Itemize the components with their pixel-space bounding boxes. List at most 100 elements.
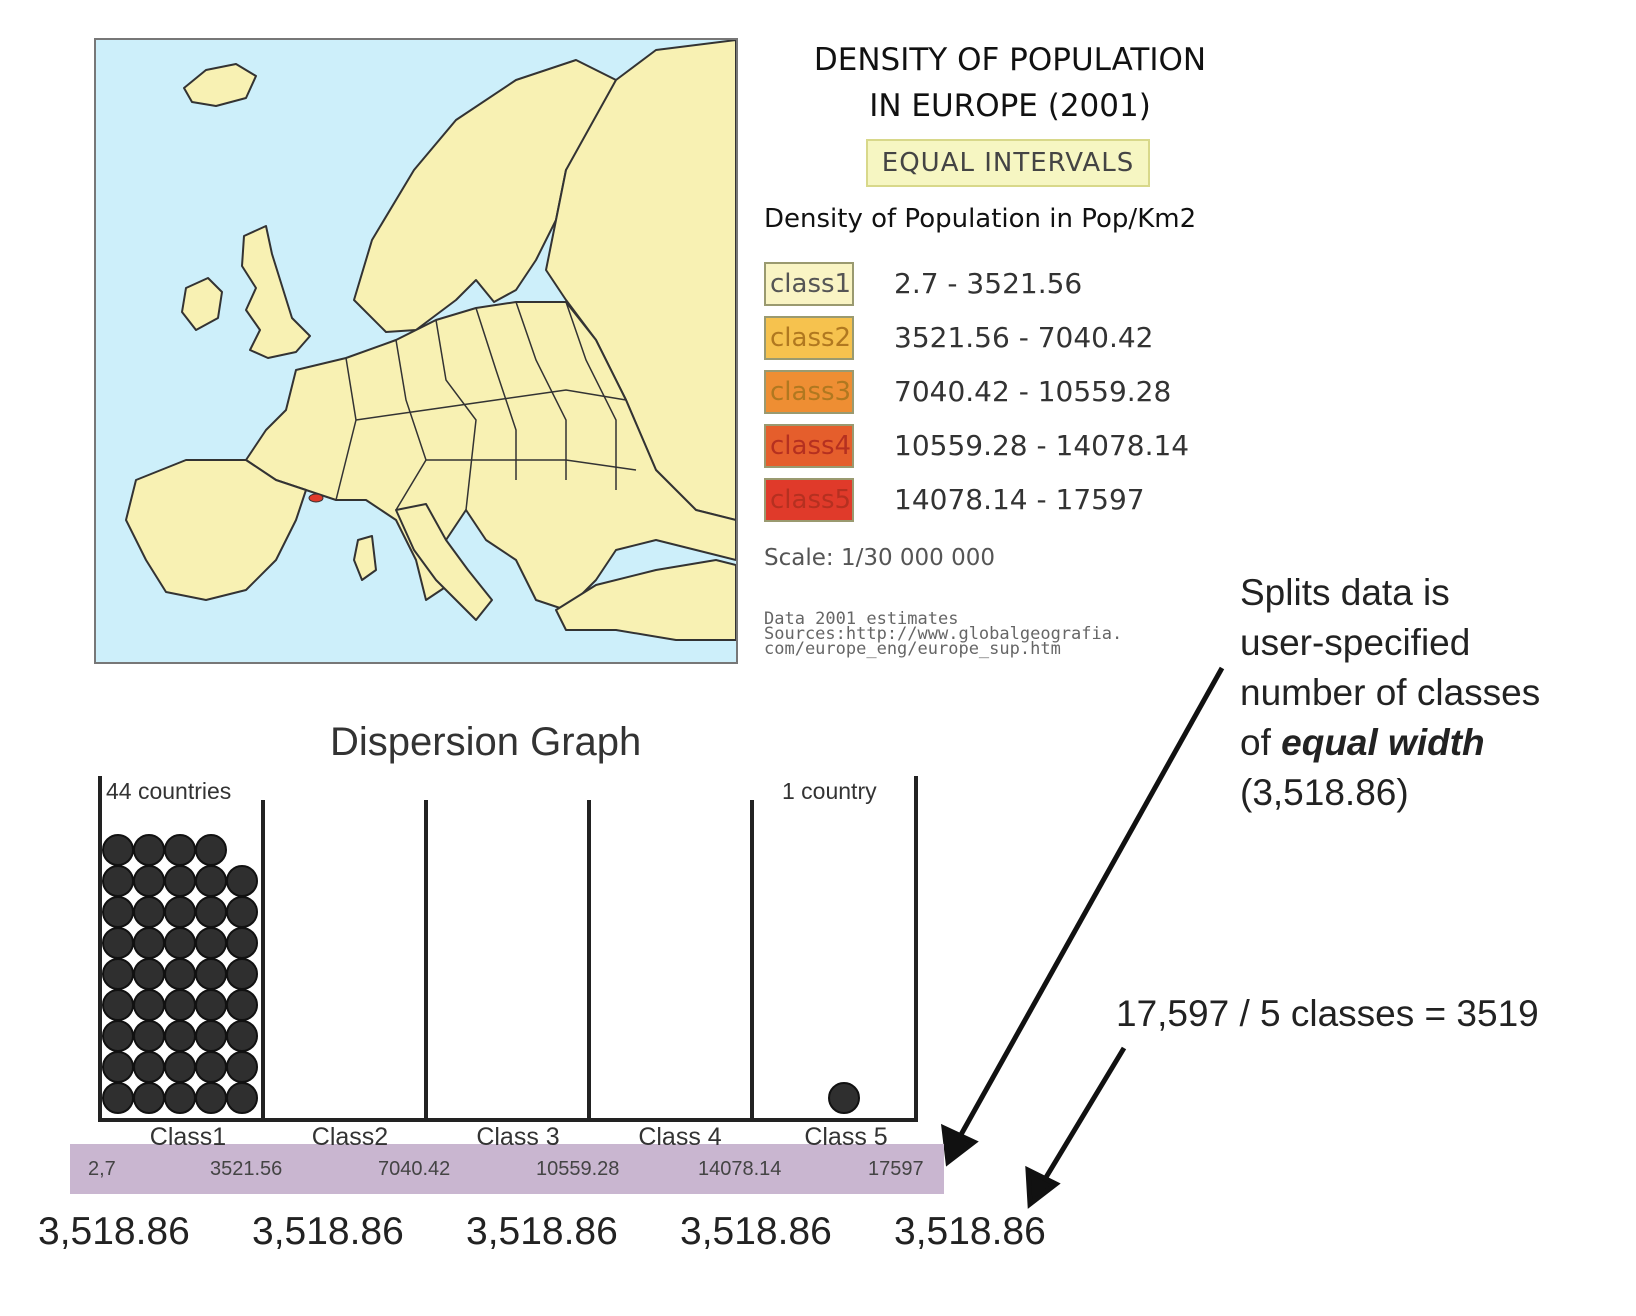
country-dot [133,927,165,959]
method-badge: EQUAL INTERVALS [866,139,1150,187]
europe-map-drawing [125,40,736,641]
iceland-shape [183,63,257,107]
calc-arrow-line [1039,1046,1127,1186]
great-britain-shape [241,225,311,359]
country-dot [133,958,165,990]
country-dot [102,989,134,1021]
splits-note-line4: of equal width [1240,722,1485,764]
break-value-5: 14078.14 [698,1158,782,1180]
equal-width-emphasis: equal width [1281,722,1485,763]
calc-note: 17,597 / 5 classes = 3519 [1116,993,1539,1034]
country-dot [226,989,258,1021]
country-dot [133,1020,165,1052]
legend-swatch-class3: class3 [764,370,854,414]
splits-arrow-head [940,1123,979,1167]
splits-note-line2: user-specified [1240,622,1471,663]
country-dot [102,1020,134,1052]
source-line-3: com/europe_eng/europe_sup.htm [764,639,1061,659]
left-count-label: 44 countries [106,778,232,805]
class-width-4: 3,518.86 [680,1210,832,1253]
class-width-1: 3,518.86 [38,1210,190,1253]
splits-note-line3: number of classes [1240,672,1541,713]
country-dot [133,865,165,897]
country-dot [195,834,227,866]
country-dot [195,1020,227,1052]
splits-note-line5: (3,518.86) [1240,772,1409,813]
country-dot [164,958,196,990]
class-label-4: Class 4 [638,1123,722,1151]
break-value-2: 3521.56 [210,1158,283,1180]
country-dot [164,834,196,866]
legend-swatch-class1: class1 [764,262,854,306]
country-dot [133,896,165,928]
annotation-arrows [940,666,1225,1209]
country-dot [226,1051,258,1083]
country-dot [102,927,134,959]
country-dot [164,1082,196,1114]
break-value-1: 2,7 [88,1158,116,1180]
country-dot [195,927,227,959]
turkey-shape [555,559,736,641]
country-dot [828,1082,860,1114]
country-dot [226,927,258,959]
country-dot [195,989,227,1021]
country-dot [164,927,196,959]
break-value-3: 7040.42 [378,1158,451,1180]
country-dot [133,1051,165,1083]
country-dot [195,958,227,990]
country-dot [164,1051,196,1083]
country-dot [102,1082,134,1114]
map-title-line1: DENSITY OF POPULATION [813,42,1207,78]
monaco-highlight [308,493,324,503]
class-break-bar [70,1144,944,1194]
country-dot [195,865,227,897]
legend-range-class3: 7040.42 - 10559.28 [894,375,1172,408]
country-dot [102,896,134,928]
legend-range-class4: 10559.28 - 14078.14 [894,429,1190,462]
country-dot [226,958,258,990]
country-dot [195,896,227,928]
country-dot [226,896,258,928]
class-label-2: Class2 [311,1123,389,1151]
class-label-5: Class 5 [804,1123,888,1151]
legend-swatch-class2: class2 [764,316,854,360]
legend-range-class2: 3521.56 - 7040.42 [894,321,1154,354]
class-label-1: Class1 [149,1123,227,1151]
europe-map [94,38,738,664]
break-value-6: 17597 [868,1158,924,1180]
splits-arrow-line [955,666,1225,1142]
source-line-2: Sources:http://www.globalgeografia. [764,624,1123,644]
italy-shape [395,503,493,621]
country-dot [102,865,134,897]
country-dot [226,1082,258,1114]
splits-note-line1: Splits data is [1240,572,1450,613]
country-dot [226,1020,258,1052]
ireland-shape [181,277,223,331]
country-dot [195,1051,227,1083]
country-dot [164,1020,196,1052]
right-count-label: 1 country [782,778,877,805]
country-dot [133,834,165,866]
legend-swatch-class5: class5 [764,478,854,522]
country-dot [133,989,165,1021]
country-dot [164,896,196,928]
class-width-5: 3,518.86 [894,1210,1046,1253]
class-width-3: 3,518.86 [466,1210,618,1253]
class-width-2: 3,518.86 [252,1210,404,1253]
country-dot [164,989,196,1021]
graph-title: Dispersion Graph [330,720,642,764]
legend-range-class1: 2.7 - 3521.56 [894,267,1083,300]
country-dot [133,1082,165,1114]
splits-note-prefix: of [1240,722,1282,763]
units-label: Density of Population in Pop/Km2 [764,204,1197,234]
country-dot [102,834,134,866]
sardinia-shape [353,535,377,581]
country-dot [226,865,258,897]
map-title-line2: IN EUROPE (2001) [869,88,1151,124]
calc-arrow-head [1025,1165,1061,1209]
iberia-shape [125,459,307,601]
legend-range-class5: 14078.14 - 17597 [894,483,1145,516]
class-label-3: Class 3 [476,1123,560,1151]
country-dot [195,1082,227,1114]
country-dot [102,1051,134,1083]
